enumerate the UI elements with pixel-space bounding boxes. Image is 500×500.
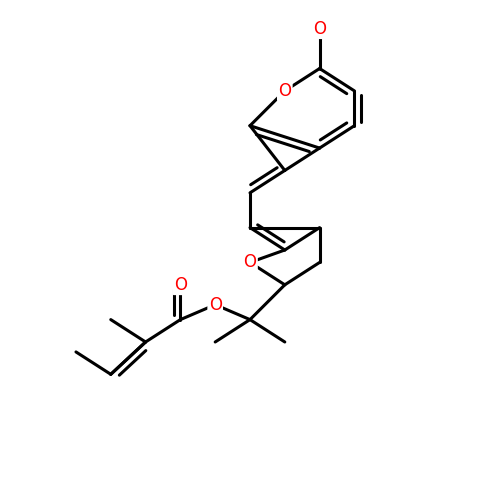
Text: O: O — [313, 20, 326, 38]
Text: O: O — [208, 296, 222, 314]
Text: O: O — [244, 254, 256, 272]
Text: O: O — [174, 276, 187, 294]
Text: O: O — [278, 82, 291, 100]
